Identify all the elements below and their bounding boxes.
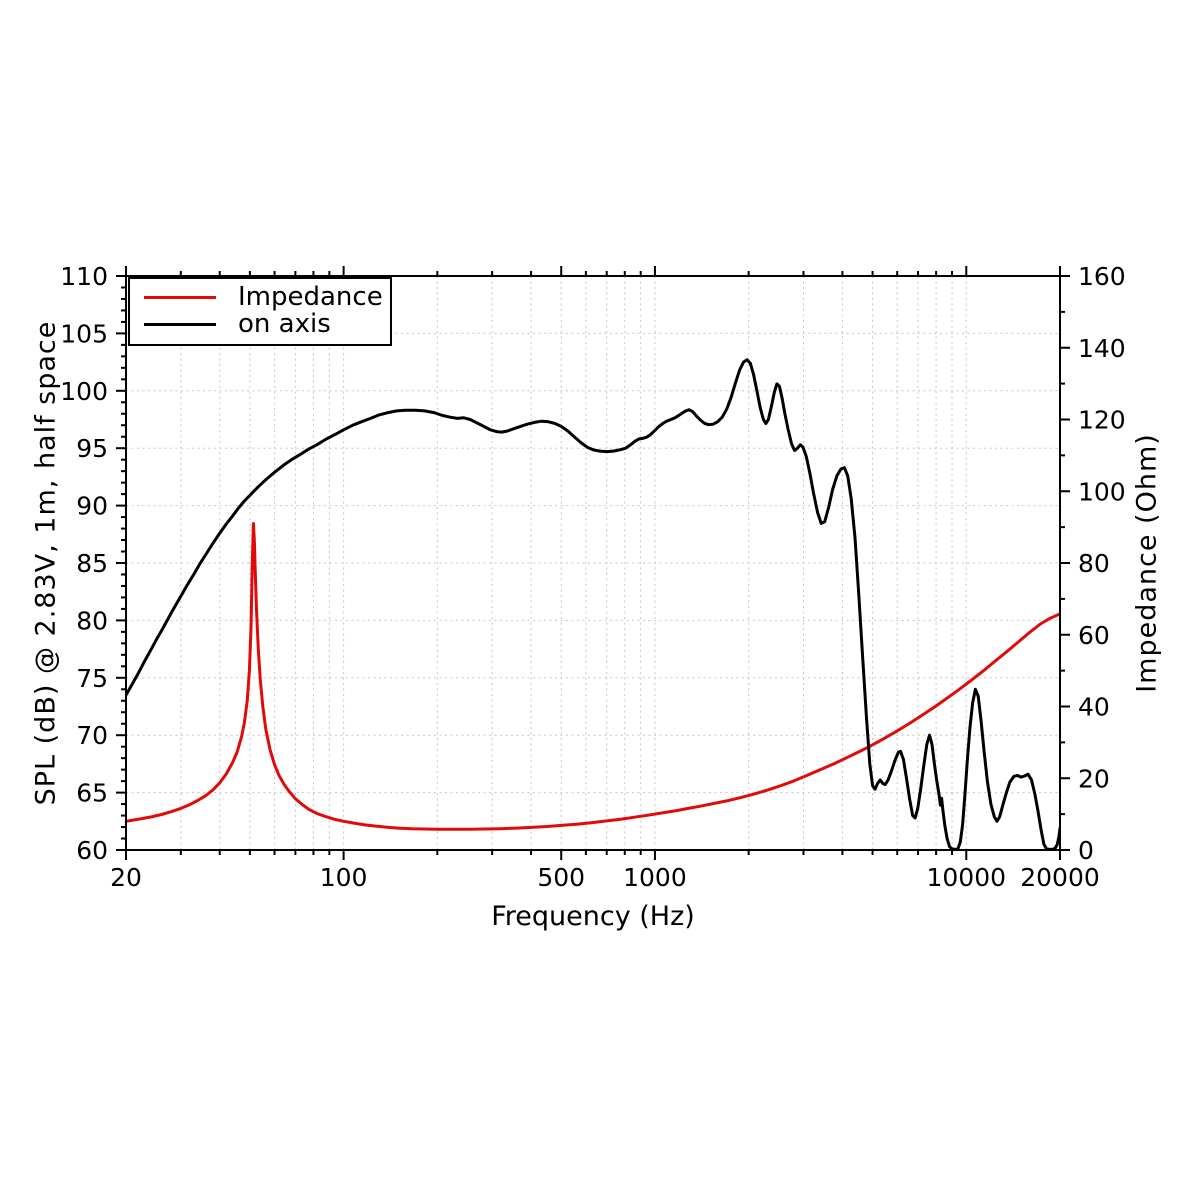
ticks — [116, 266, 1070, 860]
y-right-tick-label: 100 — [1078, 477, 1126, 506]
on-axis-line-swatch — [144, 323, 216, 326]
tick-labels: 20 100 500 1000 10000 20000606570758085909510… — [60, 262, 1125, 892]
legend-item-impedance: Impedance — [144, 284, 390, 311]
y-left-tick-label: 105 — [60, 319, 108, 348]
impedance-curve — [125, 522, 1061, 831]
grid — [126, 276, 1060, 850]
y-left-tick-label: 80 — [76, 606, 108, 635]
y-left-tick-label: 110 — [60, 262, 108, 291]
y-right-tick-label: 160 — [1078, 262, 1126, 291]
y-right-tick-label: 60 — [1078, 621, 1110, 650]
spl-curve — [125, 358, 1061, 851]
curves — [125, 358, 1061, 851]
y-left-tick-label: 85 — [76, 549, 108, 578]
y-right-tick-label: 140 — [1078, 334, 1126, 363]
left-axis-title: SPL (dB) @ 2.83V, 1m, half space — [30, 320, 62, 806]
x-tick-label: 20000 — [1020, 863, 1100, 892]
y-left-tick-label: 95 — [76, 434, 108, 463]
legend-label-on-axis: on axis — [238, 309, 331, 339]
y-left-tick-label: 90 — [76, 492, 108, 521]
y-left-tick-label: 60 — [76, 836, 108, 865]
y-left-tick-label: 65 — [76, 779, 108, 808]
x-tick-label: 500 — [537, 863, 585, 892]
y-left-tick-label: 70 — [76, 721, 108, 750]
y-right-tick-label: 40 — [1078, 693, 1110, 722]
y-left-tick-label: 100 — [60, 377, 108, 406]
y-right-tick-label: 20 — [1078, 764, 1110, 793]
right-axis-title: Impedance (Ohm) — [1131, 433, 1163, 693]
y-left-tick-label: 75 — [76, 664, 108, 693]
x-axis-title: Frequency (Hz) — [491, 901, 695, 932]
y-right-tick-label: 120 — [1078, 406, 1126, 435]
x-tick-label: 1000 — [623, 863, 687, 892]
legend-item-on-axis: on axis — [144, 311, 390, 338]
legend: Impedance on axis — [128, 277, 392, 346]
legend-label-impedance: Impedance — [238, 282, 383, 312]
impedance-line-swatch — [144, 296, 216, 299]
x-tick-label: 100 — [320, 863, 368, 892]
y-right-tick-label: 80 — [1078, 549, 1110, 578]
x-tick-label: 10000 — [927, 863, 1007, 892]
x-tick-label: 20 — [110, 863, 142, 892]
y-right-tick-label: 0 — [1078, 836, 1094, 865]
